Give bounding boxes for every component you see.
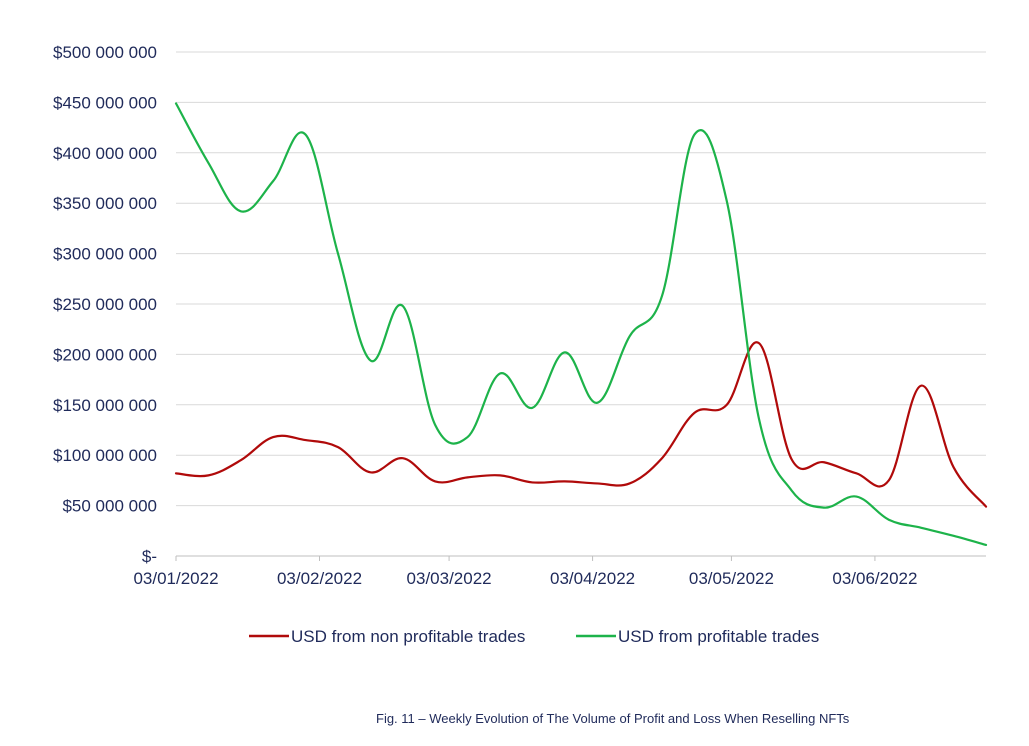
- series-line-non-profitable: [174, 341, 988, 508]
- x-tick-label: 03/03/2022: [407, 569, 492, 588]
- y-tick-label: $350 000 000: [53, 194, 157, 213]
- y-tick-label: $450 000 000: [53, 93, 157, 112]
- y-tick-label: $-: [142, 547, 157, 566]
- y-axis-tick-labels: $- $50 000 000 $100 000 000 $150 000 000 $20…: [53, 43, 157, 566]
- x-tick-label: 03/01/2022: [133, 569, 218, 588]
- y-tick-label: $300 000 000: [53, 245, 157, 264]
- y-tick-label: $50 000 000: [62, 497, 157, 516]
- y-tick-label: $500 000 000: [53, 43, 157, 62]
- legend-label: USD from non profitable trades: [291, 627, 525, 646]
- x-tick-label: 03/04/2022: [550, 569, 635, 588]
- series-lines: [174, 102, 988, 547]
- x-tick-label: 03/02/2022: [277, 569, 362, 588]
- x-tick-label: 03/06/2022: [832, 569, 917, 588]
- y-tick-label: $400 000 000: [53, 144, 157, 163]
- legend: USD from non profitable trades USD from p…: [249, 627, 819, 646]
- legend-label: USD from profitable trades: [618, 627, 819, 646]
- y-tick-label: $250 000 000: [53, 295, 157, 314]
- gridlines: [176, 51, 986, 507]
- x-axis: 03/01/2022 03/02/2022 03/03/2022 03/04/2022…: [133, 555, 986, 588]
- y-tick-label: $150 000 000: [53, 396, 157, 415]
- x-tick-label: 03/05/2022: [689, 569, 774, 588]
- y-tick-label: $100 000 000: [53, 446, 157, 465]
- figure-caption: Fig. 11 – Weekly Evolution of The Volume…: [376, 711, 850, 726]
- y-tick-label: $200 000 000: [53, 345, 157, 364]
- series-line-profitable: [174, 102, 988, 547]
